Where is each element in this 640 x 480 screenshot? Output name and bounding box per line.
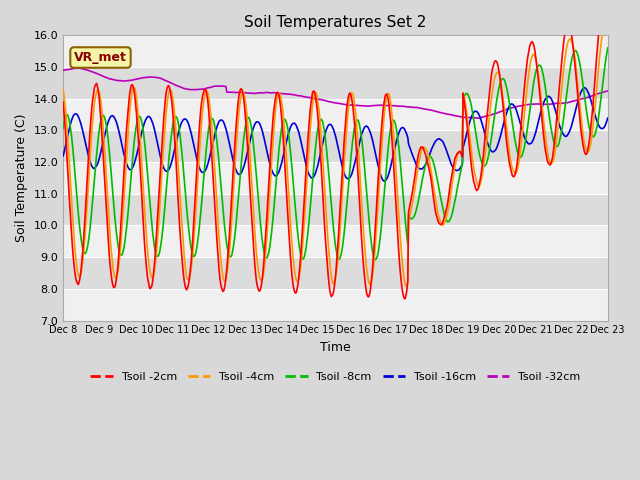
Bar bbox=[63, 194, 608, 226]
Y-axis label: Soil Temperature (C): Soil Temperature (C) bbox=[15, 114, 28, 242]
Bar bbox=[63, 36, 608, 67]
Bar bbox=[63, 131, 608, 162]
Bar bbox=[63, 67, 608, 99]
Title: Soil Temperatures Set 2: Soil Temperatures Set 2 bbox=[244, 15, 427, 30]
Legend: Tsoil -2cm, Tsoil -4cm, Tsoil -8cm, Tsoil -16cm, Tsoil -32cm: Tsoil -2cm, Tsoil -4cm, Tsoil -8cm, Tsoi… bbox=[86, 367, 585, 386]
X-axis label: Time: Time bbox=[320, 341, 351, 354]
Bar bbox=[63, 226, 608, 257]
Bar bbox=[63, 162, 608, 194]
Bar bbox=[63, 99, 608, 131]
Bar bbox=[63, 257, 608, 289]
Bar bbox=[63, 289, 608, 321]
Text: VR_met: VR_met bbox=[74, 51, 127, 64]
